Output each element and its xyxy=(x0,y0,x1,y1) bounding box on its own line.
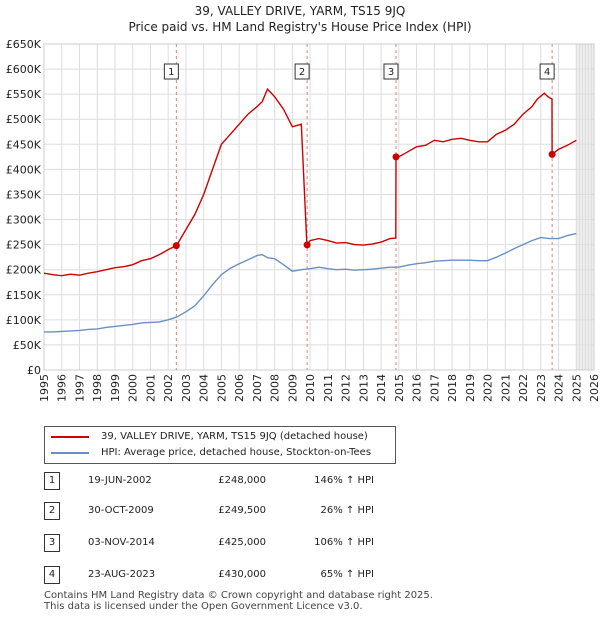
x-tick-label: 2002 xyxy=(162,374,175,402)
sale-number-box: 3 xyxy=(44,534,60,552)
x-tick-label: 2022 xyxy=(517,374,530,402)
sale-number-box: 2 xyxy=(44,502,60,520)
sale-price: £425,000 xyxy=(218,537,266,548)
sale-date: 19-JUN-2002 xyxy=(88,475,152,486)
table-row: 1 19-JUN-2002 £248,000 146% ↑ HPI xyxy=(0,472,600,492)
x-tick-label: 2025 xyxy=(570,374,583,402)
y-tick-label: £50K xyxy=(13,339,42,352)
event-box-3 xyxy=(383,63,399,80)
price-chart: £0 £50K £100K £150K £200K £250K £300K £350K £400… xyxy=(6,38,600,402)
x-tick-label: 2014 xyxy=(375,374,388,402)
x-tick-label: 1996 xyxy=(56,374,69,402)
x-tick-label: 1997 xyxy=(73,374,86,402)
x-tick-label: 1995 xyxy=(38,374,51,402)
x-tick-label: 2023 xyxy=(535,374,548,402)
sale-point-3 xyxy=(392,153,400,161)
sale-point-1 xyxy=(172,242,180,250)
legend-label-blue: HPI: Average price, detached house, Stoc… xyxy=(101,447,372,458)
x-tick-label: 2003 xyxy=(180,374,193,402)
y-tick-label: £150K xyxy=(6,289,42,302)
sale-date: 03-NOV-2014 xyxy=(88,537,155,548)
sale-price: £430,000 xyxy=(218,569,266,580)
sale-hpi-change: 26% ↑ HPI xyxy=(320,505,374,516)
y-tick-label: £400K xyxy=(6,163,42,176)
y-tick-label: £250K xyxy=(6,239,42,252)
hpi-series-line xyxy=(44,232,577,333)
x-tick-label: 2008 xyxy=(269,374,282,402)
legend: 39, VALLEY DRIVE, YARM, TS15 9JQ (detach… xyxy=(44,426,396,464)
event-box-label-3: 3 xyxy=(388,67,394,78)
y-tick-label: £450K xyxy=(6,138,42,151)
event-box-label-1: 1 xyxy=(168,67,174,78)
x-tick-label: 2005 xyxy=(215,374,228,402)
sale-hpi-change: 65% ↑ HPI xyxy=(320,569,374,580)
blue-line-swatch xyxy=(51,452,89,454)
x-tick-label: 2006 xyxy=(233,374,246,402)
x-tick-label: 1998 xyxy=(91,374,104,402)
event-box-1 xyxy=(163,63,179,80)
x-tick-label: 2000 xyxy=(127,374,140,402)
red-line-swatch xyxy=(51,436,89,438)
price-series-line xyxy=(43,87,577,277)
table-row: 4 23-AUG-2023 £430,000 65% ↑ HPI xyxy=(0,566,600,586)
sale-hpi-change: 106% ↑ HPI xyxy=(314,537,374,548)
plot-border xyxy=(43,43,595,371)
legend-label-red: 39, VALLEY DRIVE, YARM, TS15 9JQ (detach… xyxy=(101,431,368,442)
y-tick-label: £650K xyxy=(6,38,42,51)
event-box-label-4: 4 xyxy=(544,67,550,78)
footer-note: Contains HM Land Registry data © Crown c… xyxy=(44,590,433,612)
sale-point-4 xyxy=(548,150,556,158)
event-box-2 xyxy=(294,63,310,80)
sale-number-box: 4 xyxy=(44,566,60,584)
y-tick-label: £0 xyxy=(27,364,41,377)
sale-price: £249,500 xyxy=(218,505,266,516)
x-tick-label: 2016 xyxy=(411,374,424,402)
x-tick-label: 2001 xyxy=(144,374,157,402)
y-tick-label: £500K xyxy=(6,113,42,126)
x-tick-label: 2024 xyxy=(553,374,566,402)
y-tick-label: £600K xyxy=(6,63,42,76)
sale-price: £248,000 xyxy=(218,475,266,486)
y-tick-label: £200K xyxy=(6,264,42,277)
x-tick-label: 2012 xyxy=(340,374,353,402)
sale-date: 23-AUG-2023 xyxy=(88,569,156,580)
x-tick-label: 2015 xyxy=(393,374,406,402)
x-tick-label: 2013 xyxy=(357,374,370,402)
table-row: 2 30-OCT-2009 £249,500 26% ↑ HPI xyxy=(0,502,600,522)
y-tick-label: £300K xyxy=(6,214,42,227)
chart-subtitle: Price paid vs. HM Land Registry's House … xyxy=(128,20,472,34)
x-tick-label: 2007 xyxy=(251,374,264,402)
x-tick-label: 1999 xyxy=(109,374,122,402)
y-tick-label: £550K xyxy=(6,88,42,101)
footer-copyright: Contains HM Land Registry data © Crown c… xyxy=(44,590,433,601)
sale-point-2 xyxy=(303,241,311,249)
x-tick-label: 2004 xyxy=(198,374,211,402)
x-tick-label: 2009 xyxy=(286,374,299,402)
event-box-label-2: 2 xyxy=(299,67,305,78)
table-row: 3 03-NOV-2014 £425,000 106% ↑ HPI xyxy=(0,534,600,554)
footer-licence: This data is licensed under the Open Gov… xyxy=(44,601,363,612)
x-tick-label: 2017 xyxy=(428,374,441,402)
x-tick-label: 2011 xyxy=(322,374,335,402)
plot-area xyxy=(44,44,594,370)
chart-title: 39, VALLEY DRIVE, YARM, TS15 9JQ xyxy=(194,4,406,18)
event-box-4 xyxy=(539,63,555,80)
sale-hpi-change: 146% ↑ HPI xyxy=(314,475,374,486)
x-tick-label: 2010 xyxy=(304,374,317,402)
y-tick-label: £100K xyxy=(6,314,42,327)
sale-number-box: 1 xyxy=(44,472,60,490)
x-tick-label: 2026 xyxy=(588,374,600,402)
x-tick-label: 2018 xyxy=(446,374,459,402)
sale-date: 30-OCT-2009 xyxy=(88,505,154,516)
x-tick-label: 2020 xyxy=(482,374,495,402)
y-tick-label: £350K xyxy=(6,188,42,201)
x-tick-label: 2019 xyxy=(464,374,477,402)
x-tick-label: 2021 xyxy=(499,374,512,402)
